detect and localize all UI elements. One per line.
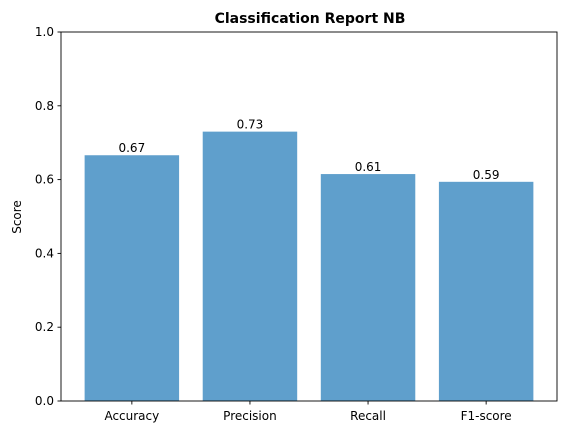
chart-title: Classification Report NB [215,11,406,27]
y-axis-ticks: 0.0 0.2 0.4 0.6 0.8 1.0 [35,25,61,408]
y-axis-label: Score [10,200,24,234]
y-tick-label: 0.0 [35,394,54,408]
y-tick-label: 0.4 [35,246,54,260]
y-tick-label: 1.0 [35,25,54,39]
x-axis-ticks: Accuracy Precision Recall F1-score [104,401,511,423]
y-tick-label: 0.6 [35,173,54,187]
x-tick-label: F1-score [461,409,512,423]
bar-f1-score [439,182,533,401]
x-tick-label: Accuracy [104,409,159,423]
bar-recall [321,174,415,401]
bar-accuracy [85,155,179,401]
bars-layer [85,132,534,401]
data-label: 0.67 [118,141,145,155]
bar-precision [203,132,297,401]
y-tick-label: 0.2 [35,320,54,334]
x-tick-label: Recall [350,409,386,423]
data-label: 0.73 [237,118,264,132]
data-label: 0.59 [473,168,500,182]
y-tick-label: 0.8 [35,99,54,113]
x-tick-label: Precision [223,409,277,423]
data-label: 0.61 [355,160,382,174]
